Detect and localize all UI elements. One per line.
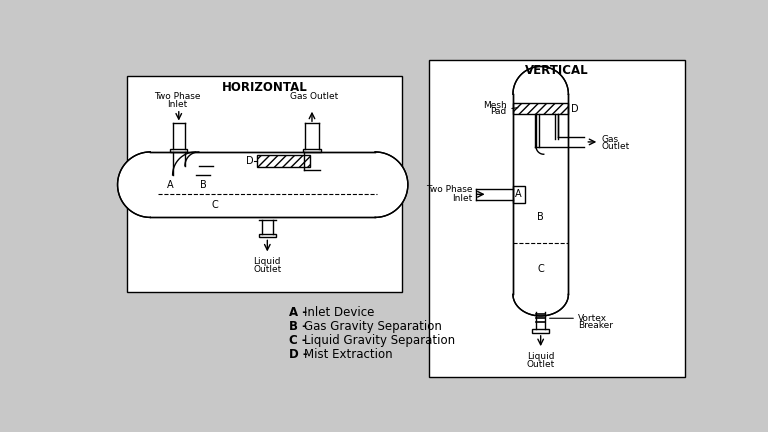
Text: C -: C - <box>289 334 311 346</box>
Text: Gas: Gas <box>601 135 619 144</box>
Text: D -: D - <box>289 347 312 361</box>
Text: Liquid: Liquid <box>253 257 281 267</box>
Bar <box>513 186 525 203</box>
Bar <box>170 149 187 152</box>
Polygon shape <box>513 94 568 294</box>
Ellipse shape <box>513 273 568 316</box>
Text: Two Phase: Two Phase <box>154 92 200 101</box>
Text: VERTICAL: VERTICAL <box>525 64 588 77</box>
Text: Inlet Device: Inlet Device <box>304 306 375 319</box>
Text: Liquid Gravity Separation: Liquid Gravity Separation <box>304 334 455 346</box>
Text: A -: A - <box>289 306 311 319</box>
Text: Inlet: Inlet <box>452 194 472 203</box>
Text: B: B <box>200 181 207 191</box>
Text: Mist Extraction: Mist Extraction <box>304 347 393 361</box>
Text: Inlet: Inlet <box>167 100 187 109</box>
Text: B -: B - <box>289 320 311 333</box>
Text: Outlet: Outlet <box>253 265 281 274</box>
Wedge shape <box>375 152 408 217</box>
Text: Two Phase: Two Phase <box>425 185 472 194</box>
Text: Mesh: Mesh <box>483 101 507 110</box>
Text: D: D <box>246 156 253 166</box>
Text: C: C <box>538 264 544 273</box>
Text: Outlet: Outlet <box>601 142 630 151</box>
Bar <box>513 103 568 114</box>
Polygon shape <box>151 152 375 217</box>
Bar <box>303 149 321 152</box>
Text: Gas Outlet: Gas Outlet <box>290 92 339 101</box>
Text: HORIZONTAL: HORIZONTAL <box>222 81 307 94</box>
Bar <box>532 329 549 333</box>
Text: Liquid: Liquid <box>527 352 554 361</box>
Text: A: A <box>167 181 174 191</box>
Text: Outlet: Outlet <box>527 360 554 369</box>
Text: C: C <box>212 200 219 210</box>
Bar <box>429 60 684 377</box>
Text: B: B <box>538 213 544 222</box>
Bar <box>259 234 276 238</box>
Text: A: A <box>515 189 522 199</box>
Wedge shape <box>513 94 568 122</box>
Bar <box>127 76 402 292</box>
Text: Vortex: Vortex <box>578 314 607 323</box>
Bar <box>257 155 310 167</box>
Text: Pad: Pad <box>491 108 507 116</box>
Text: Breaker: Breaker <box>578 321 613 330</box>
Text: D: D <box>571 104 579 114</box>
Text: Gas Gravity Separation: Gas Gravity Separation <box>304 320 442 333</box>
Wedge shape <box>118 152 151 217</box>
